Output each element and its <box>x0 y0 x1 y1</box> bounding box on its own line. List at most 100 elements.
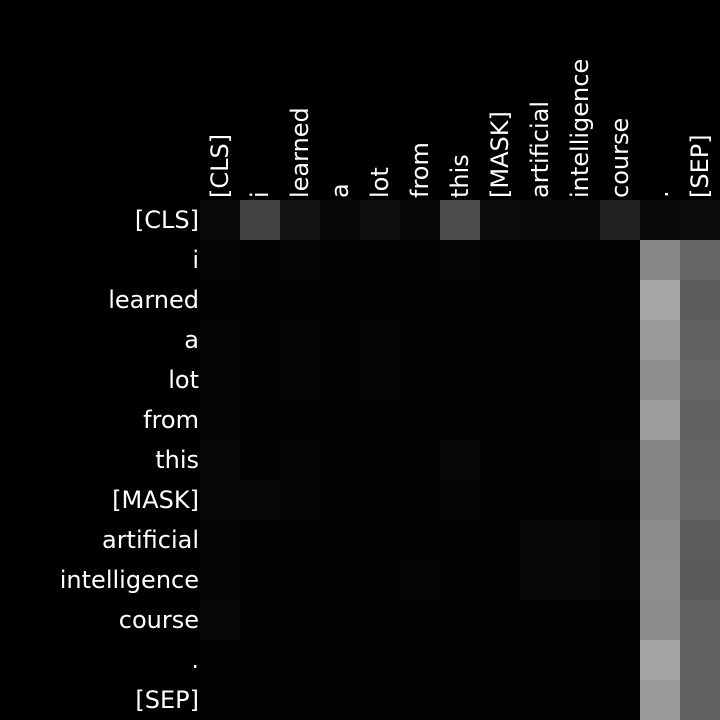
x-tick-label: i <box>246 191 274 198</box>
heatmap-cell-r8-c12 <box>680 520 720 560</box>
heatmap-cell-r0-c6 <box>440 200 480 240</box>
x-tick-label: course <box>606 118 634 198</box>
heatmap-cell-r12-c5 <box>400 680 440 720</box>
y-tick-label: artificial <box>102 526 199 554</box>
heatmap-cell-r8-c5 <box>400 520 440 560</box>
heatmap-cell-r10-c3 <box>320 600 360 640</box>
heatmap-cell-r8-c9 <box>560 520 600 560</box>
heatmap-cell-r7-c0 <box>200 480 240 520</box>
heatmap-cell-r0-c7 <box>480 200 520 240</box>
heatmap-cell-r5-c3 <box>320 400 360 440</box>
heatmap-cell-r10-c0 <box>200 600 240 640</box>
heatmap-cell-r0-c2 <box>280 200 320 240</box>
y-tick-label: a <box>184 326 199 354</box>
heatmap-cell-r9-c3 <box>320 560 360 600</box>
heatmap-cell-r9-c11 <box>640 560 680 600</box>
y-tick-label: [CLS] <box>135 206 199 234</box>
heatmap-cell-r11-c8 <box>520 640 560 680</box>
y-tick-label: [MASK] <box>112 486 199 514</box>
heatmap-cell-r0-c5 <box>400 200 440 240</box>
heatmap-cell-r1-c0 <box>200 240 240 280</box>
heatmap-cell-r9-c2 <box>280 560 320 600</box>
x-tick-label: [SEP] <box>686 134 714 198</box>
y-tick-label: i <box>192 246 199 274</box>
heatmap-cell-r6-c4 <box>360 440 400 480</box>
heatmap-cell-r6-c1 <box>240 440 280 480</box>
heatmap-cell-r7-c6 <box>440 480 480 520</box>
heatmap-cell-r3-c4 <box>360 320 400 360</box>
heatmap-cell-r11-c6 <box>440 640 480 680</box>
heatmap-cell-r3-c10 <box>600 320 640 360</box>
heatmap-cell-r11-c9 <box>560 640 600 680</box>
heatmap-cell-r4-c11 <box>640 360 680 400</box>
heatmap-cell-r11-c0 <box>200 640 240 680</box>
heatmap-cell-r1-c12 <box>680 240 720 280</box>
x-tick-label: [MASK] <box>486 111 514 198</box>
heatmap-cell-r5-c8 <box>520 400 560 440</box>
heatmap-cell-r11-c11 <box>640 640 680 680</box>
x-tick-label: learned <box>286 107 314 198</box>
heatmap-cell-r4-c7 <box>480 360 520 400</box>
heatmap-cell-r4-c1 <box>240 360 280 400</box>
heatmap-cell-r12-c8 <box>520 680 560 720</box>
heatmap-cell-r10-c2 <box>280 600 320 640</box>
heatmap-cell-r7-c7 <box>480 480 520 520</box>
heatmap-cell-r2-c10 <box>600 280 640 320</box>
heatmap-cell-r8-c11 <box>640 520 680 560</box>
heatmap-cell-r0-c0 <box>200 200 240 240</box>
heatmap-cell-r12-c0 <box>200 680 240 720</box>
heatmap-cell-r8-c7 <box>480 520 520 560</box>
x-tick-label: [CLS] <box>206 134 234 198</box>
heatmap-cell-r3-c3 <box>320 320 360 360</box>
heatmap-cell-r3-c11 <box>640 320 680 360</box>
heatmap-cell-r7-c11 <box>640 480 680 520</box>
heatmap-cell-r6-c12 <box>680 440 720 480</box>
heatmap-cell-r11-c1 <box>240 640 280 680</box>
heatmap-cell-r4-c12 <box>680 360 720 400</box>
heatmap-cell-r3-c5 <box>400 320 440 360</box>
heatmap-cell-r0-c3 <box>320 200 360 240</box>
heatmap-cell-r9-c9 <box>560 560 600 600</box>
heatmap-cell-r4-c9 <box>560 360 600 400</box>
heatmap-cell-r0-c4 <box>360 200 400 240</box>
heatmap-cell-r4-c6 <box>440 360 480 400</box>
heatmap-cell-r11-c12 <box>680 640 720 680</box>
heatmap-cell-r2-c2 <box>280 280 320 320</box>
heatmap-cell-r2-c6 <box>440 280 480 320</box>
heatmap-cell-r1-c5 <box>400 240 440 280</box>
heatmap-cell-r1-c4 <box>360 240 400 280</box>
heatmap-cell-r10-c1 <box>240 600 280 640</box>
heatmap-cell-r6-c6 <box>440 440 480 480</box>
heatmap-cell-r3-c0 <box>200 320 240 360</box>
heatmap-cell-r0-c12 <box>680 200 720 240</box>
x-tick-label: intelligence <box>566 59 594 198</box>
heatmap-cell-r4-c0 <box>200 360 240 400</box>
y-tick-label: this <box>155 446 199 474</box>
x-tick-label: lot <box>366 167 394 198</box>
heatmap-cell-r12-c2 <box>280 680 320 720</box>
heatmap-cell-r11-c4 <box>360 640 400 680</box>
heatmap-cell-r4-c5 <box>400 360 440 400</box>
heatmap-cell-r4-c8 <box>520 360 560 400</box>
x-axis-labels: [CLS] i learned a lot from this [MASK] artificia… <box>206 59 714 198</box>
heatmap-cell-r2-c12 <box>680 280 720 320</box>
heatmap-cell-r1-c11 <box>640 240 680 280</box>
heatmap-cell-r7-c10 <box>600 480 640 520</box>
heatmap-cell-r9-c0 <box>200 560 240 600</box>
heatmap-cell-r2-c1 <box>240 280 280 320</box>
y-axis-labels: [CLS] i learned a lot from this [MASK] artificia… <box>60 206 199 714</box>
heatmap-cell-r9-c4 <box>360 560 400 600</box>
heatmap-cell-r4-c2 <box>280 360 320 400</box>
x-tick-label: . <box>646 190 674 198</box>
heatmap-cell-r1-c2 <box>280 240 320 280</box>
heatmap-cell-r1-c9 <box>560 240 600 280</box>
y-tick-label: . <box>191 646 199 674</box>
heatmap-cell-r10-c4 <box>360 600 400 640</box>
y-tick-label: course <box>119 606 199 634</box>
heatmap-cell-r7-c4 <box>360 480 400 520</box>
heatmap-cell-r11-c5 <box>400 640 440 680</box>
heatmap-cell-r3-c1 <box>240 320 280 360</box>
heatmap-cell-r5-c11 <box>640 400 680 440</box>
heatmap-cell-r12-c3 <box>320 680 360 720</box>
